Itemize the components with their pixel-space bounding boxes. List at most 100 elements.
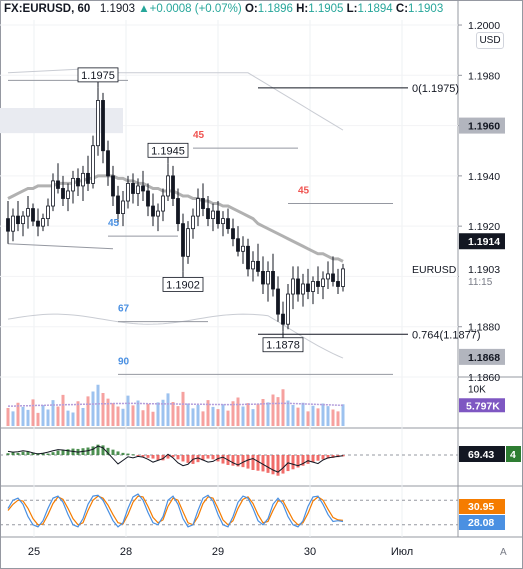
- candle-body: [321, 278, 325, 287]
- swing-label: 1.1975: [81, 70, 115, 82]
- volume-bar: [6, 408, 10, 426]
- close-label: C:: [395, 3, 409, 15]
- candle-body: [336, 281, 340, 287]
- stochastic-k-line: [7, 493, 344, 528]
- volume-bar: [51, 400, 55, 426]
- last-price-badge: [459, 260, 505, 287]
- volume-bar: [21, 406, 25, 426]
- channel-lower-curve: [7, 313, 344, 359]
- momentum-histogram-bar: [156, 455, 160, 460]
- change-arrow-icon: ▲: [138, 3, 150, 15]
- volume-bar: [186, 403, 190, 426]
- time-tick-label: 30: [304, 546, 316, 558]
- price-scale-badge: [459, 117, 505, 134]
- candle-body: [11, 215, 15, 232]
- angle-label: 45: [108, 218, 120, 229]
- currency-button[interactable]: USD: [476, 32, 504, 49]
- candle-body: [111, 175, 115, 197]
- high-value: 1.1905: [308, 3, 344, 15]
- volume-bar: [106, 398, 110, 426]
- momentum-histogram-bar: [211, 455, 215, 460]
- candle-body: [301, 283, 305, 295]
- swing-label: 1.1902: [166, 279, 200, 291]
- candle-body: [121, 200, 125, 214]
- volume-bar: [256, 403, 260, 426]
- candle-body: [6, 218, 10, 232]
- candle-body: [241, 245, 245, 252]
- momentum-second-badge: [506, 446, 521, 462]
- candle-body: [231, 228, 235, 240]
- volume-bar: [216, 409, 220, 426]
- high-label: H:: [296, 3, 309, 15]
- volume-bar: [296, 407, 300, 426]
- candle-body: [221, 218, 225, 225]
- price-tick-label: 1.1940: [468, 171, 500, 183]
- momentum-histogram-bar: [196, 455, 200, 463]
- volume-bar: [66, 410, 70, 426]
- candle-body: [76, 177, 80, 187]
- swing-label-box: [147, 142, 189, 158]
- price-scale-badge-label: 1.1914: [468, 236, 500, 248]
- momentum-histogram-bar: [51, 452, 55, 455]
- volume-bar: [331, 409, 335, 426]
- candle-body: [166, 175, 170, 197]
- volume-bar: [201, 411, 205, 426]
- volume-bar: [116, 406, 120, 426]
- candle-body: [196, 198, 200, 217]
- momentum-histogram-bar: [171, 455, 175, 458]
- symbol-title: FX:EURUSD, 60: [4, 3, 91, 15]
- low-label: L:: [346, 3, 358, 15]
- candle-body: [116, 195, 120, 214]
- stochastic-d-badge: [459, 499, 505, 514]
- candle-body: [331, 273, 335, 282]
- momentum-histogram-bar: [221, 455, 225, 464]
- candle-body: [151, 205, 155, 217]
- auto-scale-button[interactable]: A: [500, 547, 507, 558]
- momentum-histogram-bar: [271, 455, 275, 475]
- candle-body: [51, 180, 55, 207]
- momentum-histogram-bar: [301, 455, 305, 466]
- momentum-histogram-bar: [176, 455, 180, 460]
- momentum-histogram-bar: [151, 455, 155, 459]
- last-price: 1.1903: [99, 3, 136, 15]
- volume-bar: [321, 403, 325, 426]
- bar-countdown: 11:15: [468, 277, 493, 288]
- price-tick-label: 1.1880: [468, 322, 500, 334]
- volume-bar: [61, 394, 65, 426]
- volume-bar: [171, 402, 175, 426]
- volume-bar: [121, 408, 125, 426]
- momentum-histogram-bar: [266, 455, 270, 473]
- volume-bar: [146, 403, 150, 426]
- volume-bar: [341, 404, 345, 426]
- momentum-histogram-bar: [46, 453, 50, 455]
- momentum-histogram-bar: [111, 449, 115, 455]
- candle-body: [211, 210, 215, 220]
- candle-body: [236, 238, 240, 252]
- price-tick-label: 1.1860: [468, 372, 500, 384]
- price-scale-badge-label: 1.1960: [468, 121, 500, 133]
- volume-bar: [336, 411, 340, 426]
- volume-bar: [71, 412, 75, 426]
- candle-body: [16, 215, 20, 225]
- candle-body: [276, 288, 280, 315]
- volume-bar: [176, 406, 180, 426]
- volume-bar: [86, 396, 90, 426]
- momentum-histogram-bar: [236, 455, 240, 467]
- candle-body: [96, 100, 100, 147]
- candle-body: [181, 223, 185, 257]
- candle-body: [126, 183, 130, 202]
- low-value: 1.1894: [357, 3, 393, 15]
- volume-bar: [16, 402, 20, 426]
- candle-body: [46, 205, 50, 220]
- time-tick-label: 28: [120, 546, 132, 558]
- fib-level-label: 0(1.1975): [412, 83, 459, 95]
- candle-body: [266, 271, 270, 285]
- candle-body: [201, 198, 205, 209]
- volume-bar: [131, 405, 135, 426]
- candle-body: [176, 198, 180, 225]
- momentum-histogram-bar: [311, 455, 315, 463]
- open-value: 1.1896: [257, 3, 293, 15]
- angle-label: 45: [193, 130, 205, 141]
- momentum-histogram-bar: [326, 455, 330, 459]
